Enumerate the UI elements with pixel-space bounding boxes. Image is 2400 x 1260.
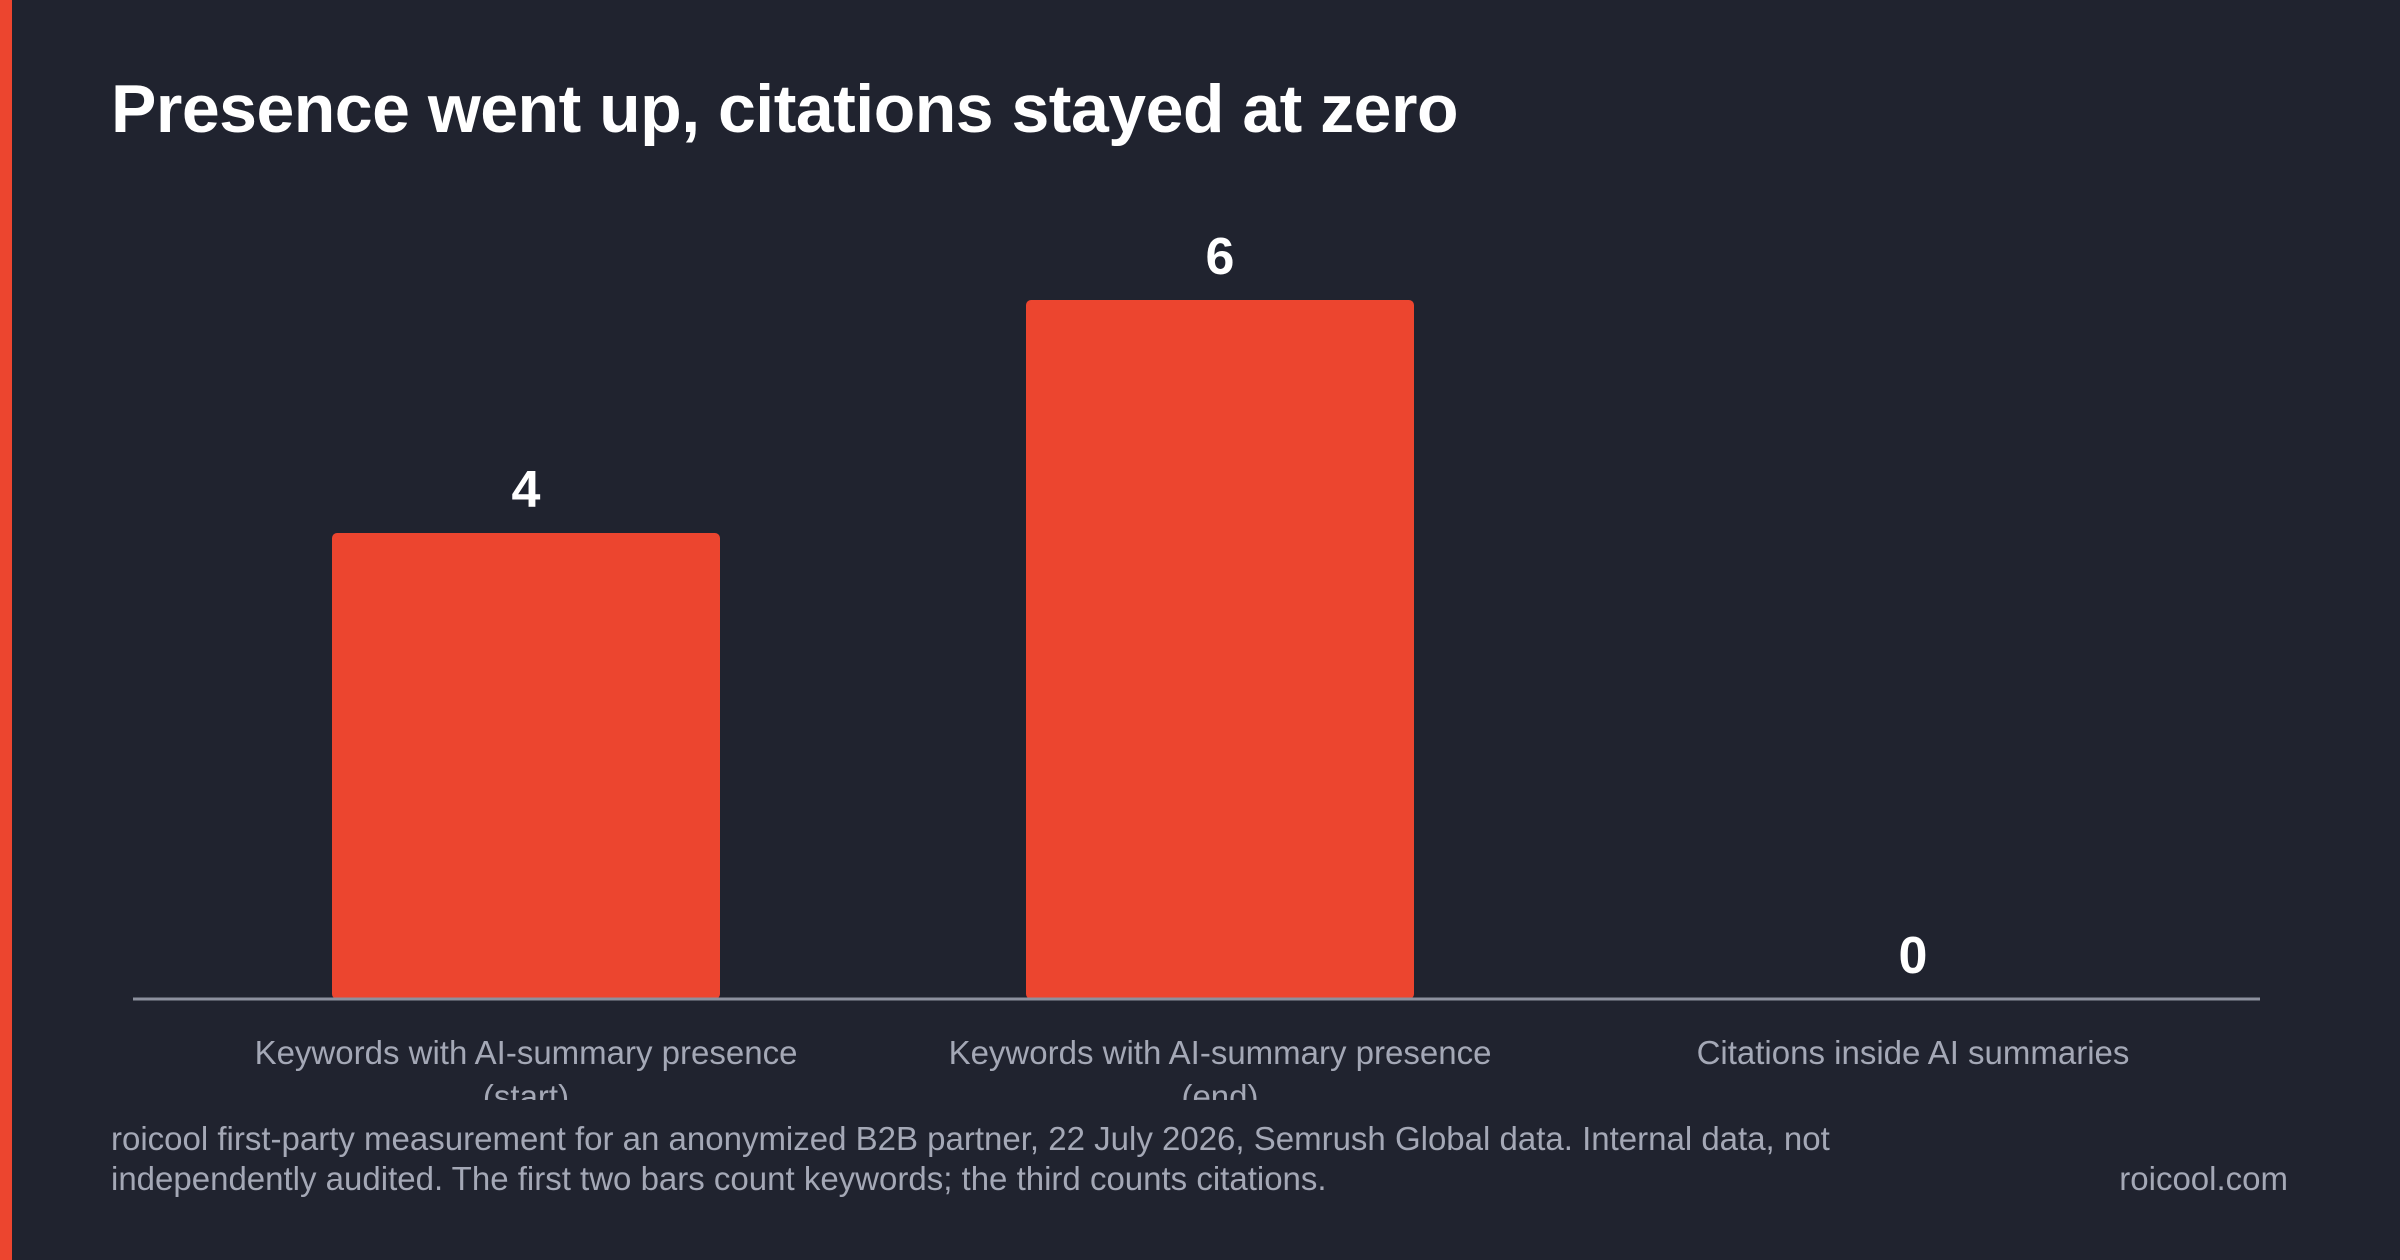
source-footnote: roicool first-party measurement for an a… [111,1120,1830,1197]
value-label-3: 0 [1899,927,1928,985]
bar-1 [332,533,720,999]
brand-label: roicool.com [2119,1160,2288,1197]
category-label-2-line-2: (end) [1181,1078,1258,1100]
accent-stripe [0,0,12,1260]
chart-title: Presence went up, citations stayed at ze… [111,71,1459,147]
value-label-1: 4 [512,461,541,519]
category-label-2-line-1: Keywords with AI-summary presence [949,1034,1492,1071]
bar-chart: 4 Keywords with AI-summary presence (start… [133,228,2260,1100]
bar-2 [1026,300,1414,999]
category-label-3-line-1: Citations inside AI summaries [1697,1034,2130,1071]
category-label-1-line-2: (start) [483,1078,569,1100]
category-label-1-line-1: Keywords with AI-summary presence [255,1034,798,1071]
value-label-2: 6 [1206,228,1235,286]
